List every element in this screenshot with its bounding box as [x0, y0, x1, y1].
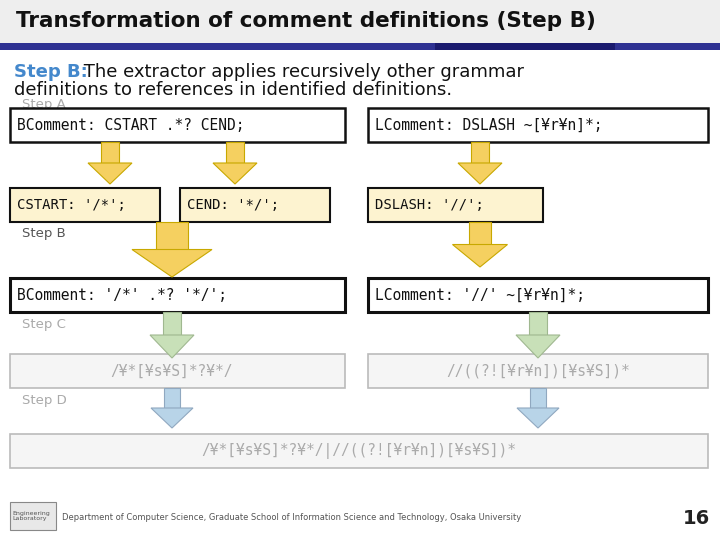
Bar [530, 388, 546, 408]
Text: 16: 16 [683, 509, 710, 528]
Bar [10, 108, 345, 142]
Text: definitions to references in identified definitions.: definitions to references in identified … [14, 81, 452, 99]
Bar [529, 312, 546, 335]
Text: Step A: Step A [22, 98, 66, 111]
Text: Step B:: Step B: [14, 63, 88, 81]
Bar [10, 502, 56, 530]
Bar [368, 354, 708, 388]
Polygon shape [88, 163, 132, 184]
Text: CEND: '*/';: CEND: '*/'; [187, 198, 279, 212]
Text: //((?![¥r¥n])[¥s¥S])*: //((?![¥r¥n])[¥s¥S])* [446, 363, 630, 379]
Bar [180, 188, 330, 222]
Text: Step C: Step C [22, 318, 66, 331]
Text: LComment: DSLASH ~[¥r¥n]*;: LComment: DSLASH ~[¥r¥n]*; [375, 118, 603, 132]
Bar [471, 142, 489, 163]
Bar [435, 43, 615, 50]
Bar [156, 222, 188, 249]
Text: BComment: CSTART .*? CEND;: BComment: CSTART .*? CEND; [17, 118, 245, 132]
Bar [10, 188, 160, 222]
Text: CSTART: '/*';: CSTART: '/*'; [17, 198, 126, 212]
Bar [10, 354, 345, 388]
Text: LComment: '//' ~[¥r¥n]*;: LComment: '//' ~[¥r¥n]*; [375, 287, 585, 302]
Text: Engineering
Laboratory: Engineering Laboratory [12, 511, 50, 522]
Polygon shape [516, 335, 560, 358]
Bar [368, 188, 543, 222]
Polygon shape [458, 163, 502, 184]
Polygon shape [452, 245, 508, 267]
Polygon shape [150, 335, 194, 358]
Bar [10, 278, 345, 312]
Bar [368, 108, 708, 142]
Text: DSLASH: '//';: DSLASH: '//'; [375, 198, 484, 212]
Bar [10, 434, 708, 468]
Polygon shape [517, 408, 559, 428]
Bar [368, 278, 708, 312]
Text: /¥*[¥s¥S]*?¥*/: /¥*[¥s¥S]*?¥*/ [111, 363, 233, 379]
Polygon shape [132, 249, 212, 277]
Text: /¥*[¥s¥S]*?¥*/|//((?![¥r¥n])[¥s¥S])*: /¥*[¥s¥S]*?¥*/|//((?![¥r¥n])[¥s¥S])* [202, 443, 516, 459]
Bar [226, 142, 244, 163]
Bar [163, 388, 181, 408]
Text: Transformation of comment definitions (Step B): Transformation of comment definitions (S… [16, 11, 596, 31]
Bar [163, 312, 181, 335]
Bar [102, 142, 119, 163]
Text: BComment: '/*' .*? '*/';: BComment: '/*' .*? '*/'; [17, 287, 227, 302]
Bar [469, 222, 491, 245]
Polygon shape [213, 163, 257, 184]
Text: Step B: Step B [22, 227, 66, 240]
Text: Department of Computer Science, Graduate School of Information Science and Techn: Department of Computer Science, Graduate… [62, 514, 521, 523]
Bar [0, 43, 720, 50]
Polygon shape [151, 408, 193, 428]
Bar [0, 0, 720, 43]
Text: Step D: Step D [22, 394, 67, 407]
Text: The extractor applies recursively other grammar: The extractor applies recursively other … [78, 63, 524, 81]
